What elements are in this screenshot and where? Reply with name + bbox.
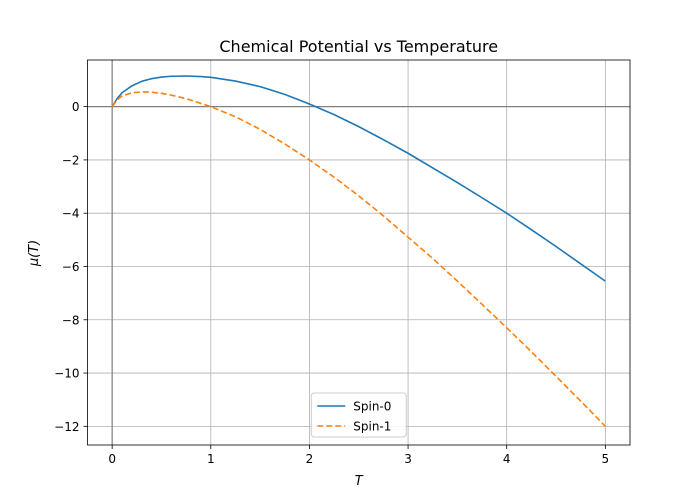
x-tick-label: 5 (602, 452, 610, 466)
y-tick-label: −10 (54, 367, 79, 381)
legend-box (310, 392, 407, 438)
x-tick-label: 2 (306, 452, 314, 466)
legend-label-1: Spin-0 (353, 400, 391, 414)
y-tick-label: −12 (54, 420, 79, 434)
y-tick-label: −2 (62, 153, 80, 167)
y-axis-label: μ(T) (27, 240, 42, 267)
series-line-1 (111, 75, 606, 282)
axis-ticks: 0 1 2 3 4 5 0 −2 −4 −6 −8 −10 −12 (54, 100, 609, 466)
x-axis-label: T (355, 474, 364, 489)
x-tick-label: 3 (404, 452, 412, 466)
x-tick-label: 4 (503, 452, 511, 466)
y-tick-label: −4 (62, 207, 80, 221)
reference-lines (87, 60, 630, 445)
series-line-2 (111, 91, 606, 427)
series-lines (111, 75, 606, 427)
grid (87, 60, 630, 445)
x-tick-label: 1 (207, 452, 215, 466)
x-tick-label: 0 (108, 452, 116, 466)
y-tick-label: 0 (72, 100, 80, 114)
y-tick-label: −6 (62, 260, 80, 274)
plot-frame (87, 59, 631, 446)
legend: Spin-0 Spin-1 (310, 392, 407, 438)
chart-title: Chemical Potential vs Temperature (219, 37, 498, 56)
legend-label-2: Spin-1 (353, 420, 391, 434)
y-tick-label: −8 (62, 313, 80, 327)
